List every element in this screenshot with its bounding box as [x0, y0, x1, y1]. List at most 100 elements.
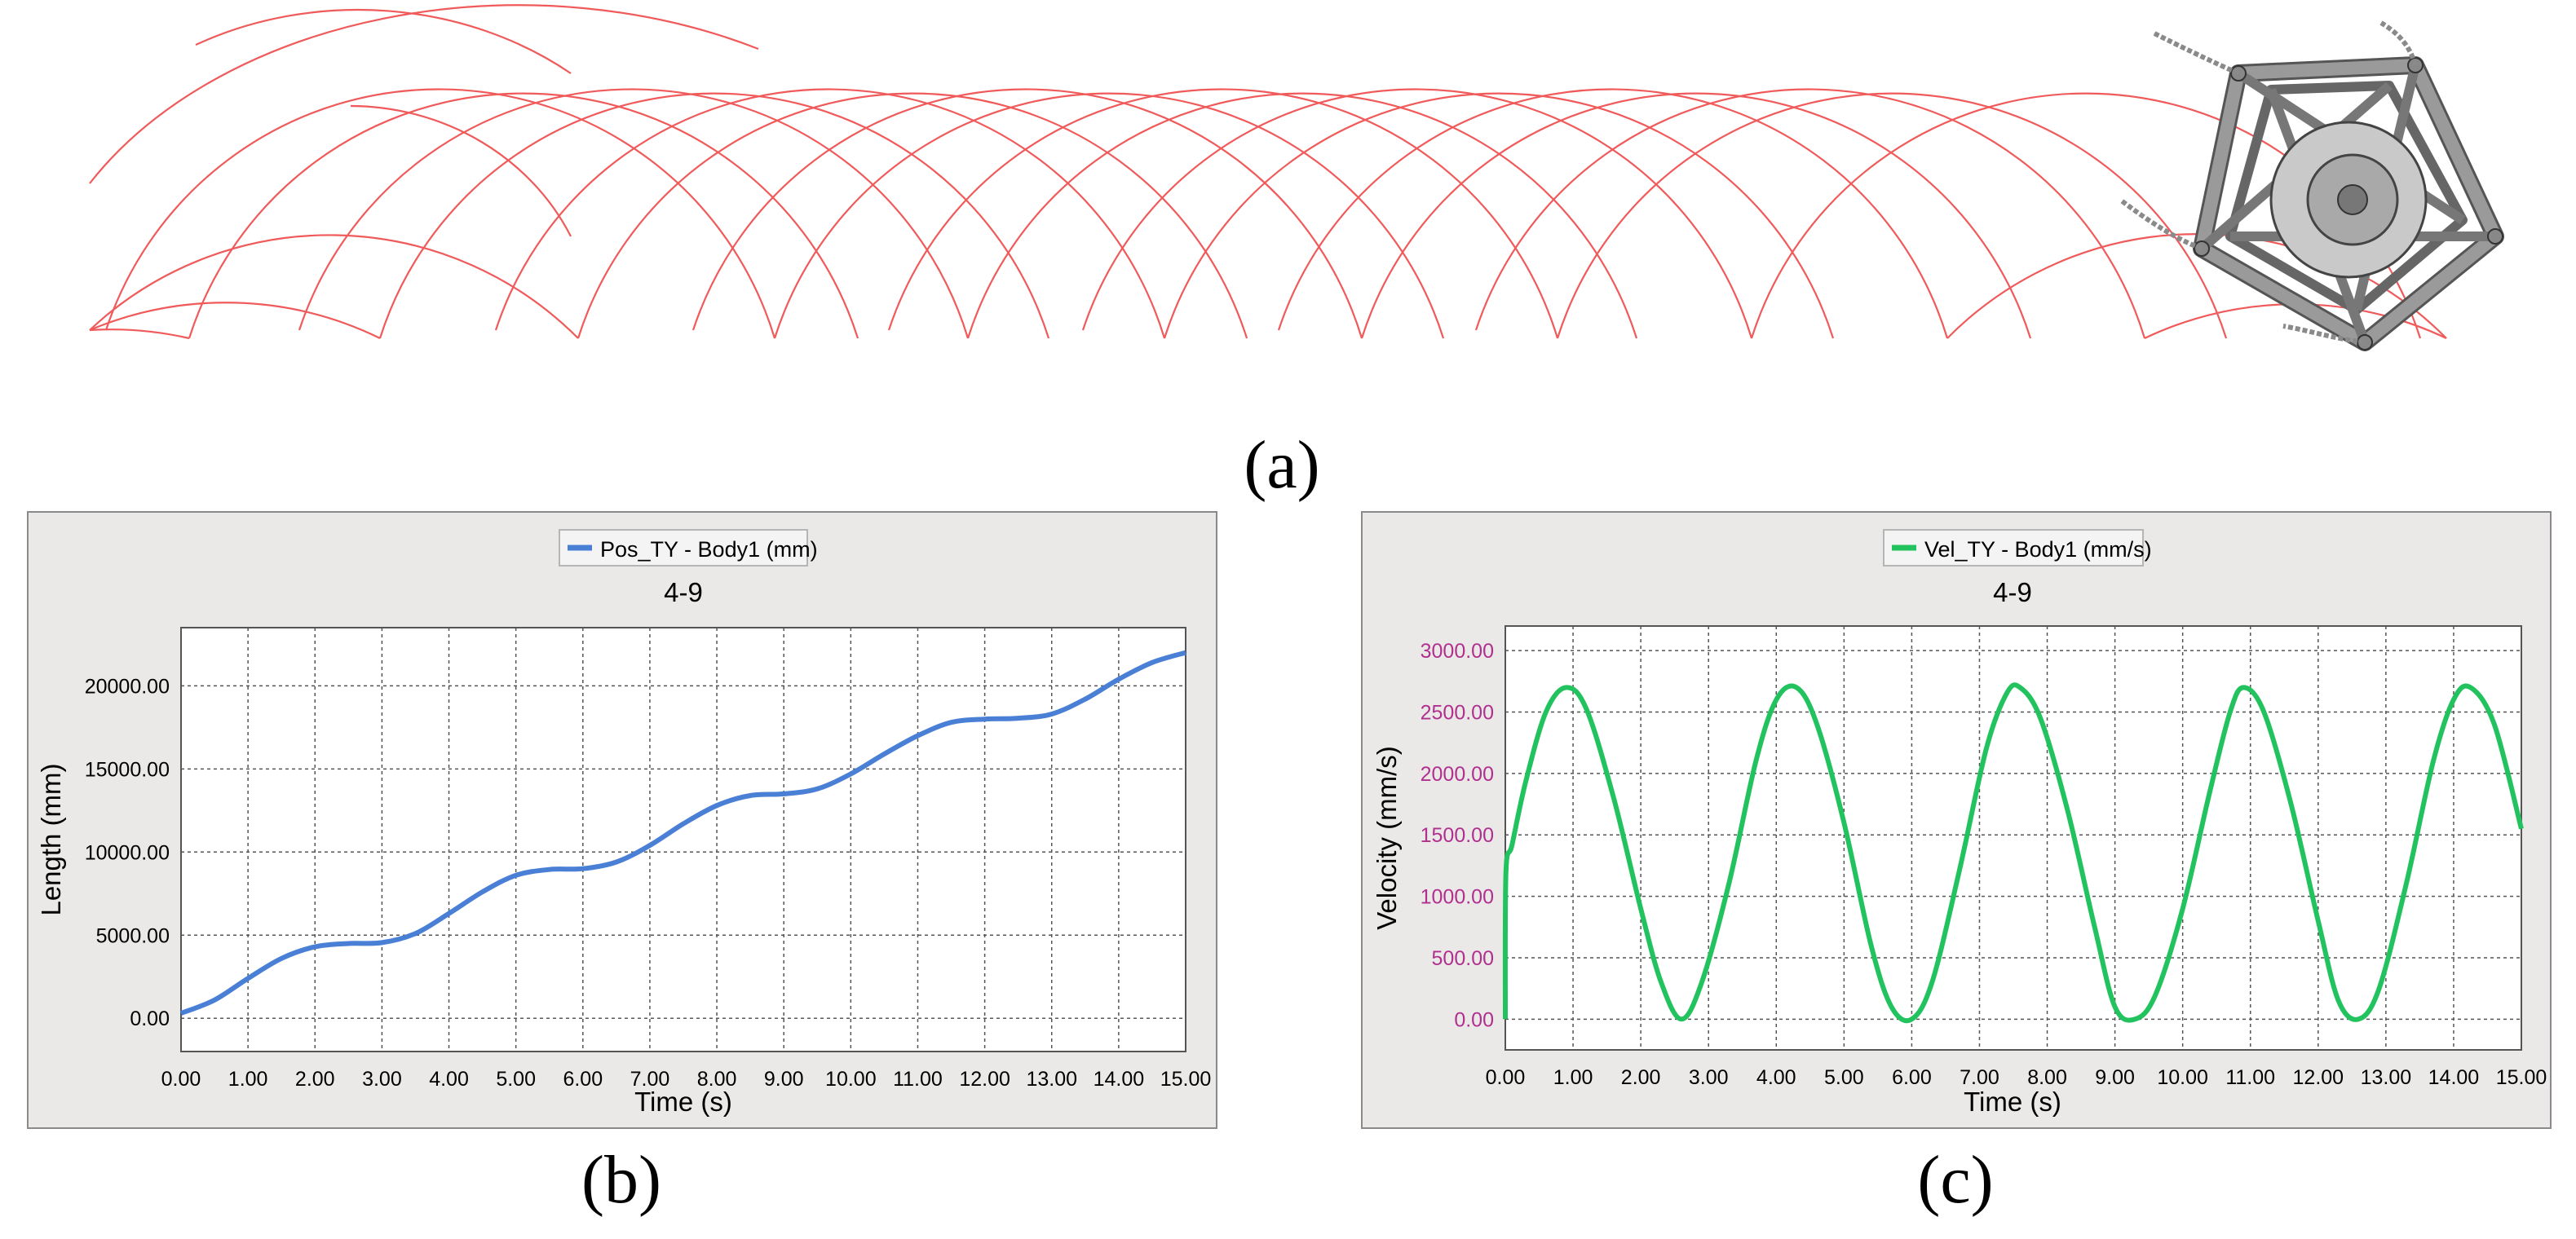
- trajectory-arc: [89, 328, 190, 340]
- x-tick-label: 11.00: [893, 1068, 943, 1091]
- x-tick-label: 8.00: [2027, 1066, 2067, 1089]
- y-tick-label: 0.00: [130, 1008, 170, 1030]
- grid-lines: [1505, 626, 2521, 1050]
- trajectory-arc: [1474, 88, 2146, 339]
- x-tick-label: 9.00: [2095, 1066, 2135, 1089]
- y-tick-labels: 0.00 5000.00 10000.00 15000.00 20000.00: [85, 675, 170, 1030]
- trajectory-arc: [378, 92, 1050, 339]
- legend-box: [559, 529, 808, 567]
- robot-leg: [2151, 30, 2240, 76]
- x-tick-label: 15.00: [2496, 1066, 2547, 1089]
- trajectory-arc: [494, 88, 1166, 339]
- x-tick-label: 5.00: [496, 1068, 536, 1091]
- x-tick-label: 0.00: [161, 1068, 201, 1091]
- legend-box: [1883, 529, 2144, 567]
- x-tick-label: 9.00: [764, 1068, 804, 1091]
- panel-label-a: (a): [1244, 427, 1319, 503]
- y-tick-labels: 0.00 500.00 1000.00 1500.00 2000.00 2500.00 30…: [1421, 640, 1494, 1031]
- trajectory-arc: [691, 88, 1363, 339]
- x-tick-labels: 0.00 1.00 2.00 3.00 4.00 5.00 6.00 7.00 8.00 9.00…: [1486, 1066, 2547, 1089]
- trajectory-arc: [966, 92, 1638, 339]
- x-tick-labels: 0.00 1.00 2.00 3.00 4.00 5.00 6.00 7.00 8.00 9.00…: [161, 1068, 1212, 1091]
- x-tick-label: 14.00: [1094, 1068, 1145, 1091]
- series-line-velocity: [1502, 682, 2524, 1024]
- x-axis-label: Time (s): [634, 1087, 732, 1117]
- x-tick-label: 14.00: [2428, 1066, 2480, 1089]
- legend: Pos_TY - Body1 (mm): [559, 529, 818, 567]
- y-tick-label: 15000.00: [85, 758, 170, 781]
- x-tick-label: 15.00: [1160, 1068, 1212, 1091]
- trajectory-arc: [89, 302, 381, 339]
- trajectory-arc: [195, 8, 572, 74]
- pentagon-robot-icon: [2119, 20, 2504, 351]
- y-tick-label: 0.00: [1454, 1008, 1494, 1031]
- x-tick-label: 1.00: [228, 1068, 268, 1091]
- plot-area: [1505, 625, 2522, 1051]
- robot-leg: [2282, 324, 2366, 345]
- y-tick-label: 10000.00: [85, 841, 170, 864]
- trajectory-arc: [1360, 92, 2032, 339]
- trajectory-arc: [887, 88, 1559, 339]
- y-tick-label: 500.00: [1432, 947, 1494, 970]
- y-tick-label: 2000.00: [1421, 763, 1494, 786]
- x-tick-label: 8.00: [697, 1068, 737, 1091]
- trajectory-arc: [104, 88, 776, 339]
- trajectory-panel: [89, 4, 2504, 351]
- trajectory-arc: [577, 92, 1248, 339]
- x-tick-label: 2.00: [295, 1068, 335, 1091]
- y-tick-label: 3000.00: [1421, 640, 1494, 663]
- x-tick-label: 5.00: [1824, 1066, 1864, 1089]
- y-axis-label: Length (mm): [36, 763, 66, 915]
- trajectory-arc: [1163, 92, 1835, 339]
- chart-title: 4-9: [1993, 577, 2032, 607]
- y-tick-label: 1000.00: [1421, 886, 1494, 909]
- y-tick-label: 1500.00: [1421, 824, 1494, 847]
- x-tick-label: 12.00: [959, 1068, 1010, 1091]
- trajectory-arc: [298, 88, 970, 339]
- trajectory-arc: [89, 234, 579, 339]
- robot-frame-fill: [2195, 59, 2502, 349]
- x-tick-label: 10.00: [2157, 1066, 2208, 1089]
- x-tick-label: 13.00: [2361, 1066, 2412, 1089]
- x-axis-label: Time (s): [1964, 1087, 2061, 1117]
- x-tick-label: 3.00: [362, 1068, 402, 1091]
- x-tick-label: 3.00: [1689, 1066, 1729, 1089]
- robot-axle: [2337, 184, 2368, 215]
- series-line-position: [179, 650, 1186, 1016]
- y-tick-label: 2500.00: [1421, 702, 1494, 725]
- panel-label-c: (c): [1917, 1142, 1993, 1218]
- trajectory-arc: [1556, 92, 2228, 339]
- y-axis-label: Velocity (mm/s): [1372, 746, 1402, 930]
- x-tick-label: 2.00: [1621, 1066, 1661, 1089]
- x-tick-label: 0.00: [1486, 1066, 1526, 1089]
- x-tick-label: 6.00: [1892, 1066, 1932, 1089]
- x-tick-label: 10.00: [825, 1068, 877, 1091]
- y-tick-label: 5000.00: [96, 924, 170, 947]
- y-tick-label: 20000.00: [85, 675, 170, 698]
- trajectory-arc: [1081, 88, 1753, 339]
- panel-label-b: (b): [581, 1142, 661, 1218]
- x-tick-label: 12.00: [2293, 1066, 2344, 1089]
- x-tick-label: 7.00: [630, 1068, 670, 1091]
- trajectory-arc: [350, 104, 572, 237]
- chart-title: 4-9: [664, 577, 703, 607]
- x-tick-label: 11.00: [2225, 1066, 2275, 1089]
- plot-area: [180, 627, 1186, 1052]
- x-tick-label: 4.00: [1756, 1066, 1796, 1089]
- position-chart: 0.00 1.00 2.00 3.00 4.00 5.00 6.00 7.00 8.00 9.00…: [27, 511, 1217, 1129]
- legend-label-velocity: Vel_TY - Body1 (mm/s): [1924, 537, 2152, 562]
- legend-label-position: Pos_TY - Body1 (mm): [600, 537, 818, 562]
- trajectory-arc: [188, 92, 859, 339]
- x-tick-label: 1.00: [1553, 1066, 1593, 1089]
- trajectory-arc: [773, 92, 1445, 339]
- x-tick-label: 7.00: [1960, 1066, 1999, 1089]
- velocity-chart: 0.00 1.00 2.00 3.00 4.00 5.00 6.00 7.00 8.00 9.00…: [1361, 511, 2552, 1129]
- x-tick-label: 4.00: [429, 1068, 469, 1091]
- x-tick-label: 6.00: [563, 1068, 603, 1091]
- robot-joint: [2487, 228, 2503, 245]
- trajectory-arc: [1277, 88, 1949, 339]
- trajectory-arc: [89, 4, 759, 184]
- trajectory-arcs: [89, 4, 2447, 340]
- robot-leg: [2119, 197, 2203, 251]
